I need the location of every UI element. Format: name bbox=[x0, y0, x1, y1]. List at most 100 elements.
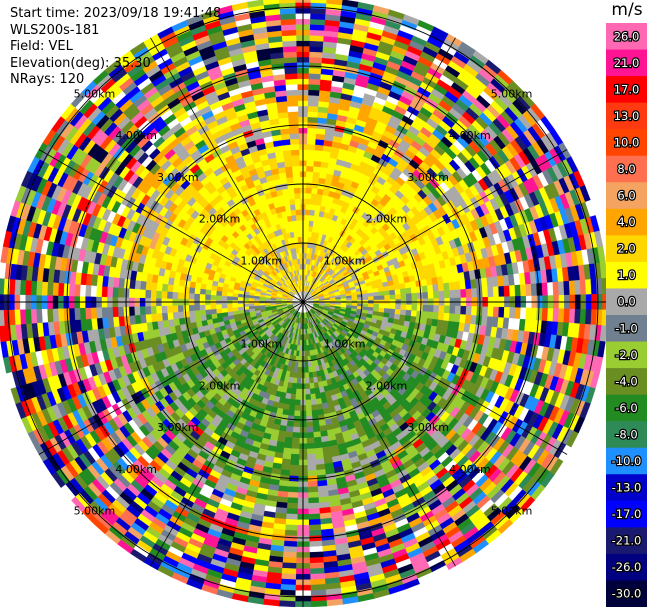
ppi-gate bbox=[574, 308, 581, 325]
ppi-gate bbox=[314, 392, 322, 400]
ppi-gate bbox=[399, 288, 407, 295]
ppi-gate bbox=[454, 305, 462, 315]
ppi-gate bbox=[552, 308, 560, 323]
ppi-gate bbox=[498, 306, 505, 319]
ppi-gate bbox=[284, 431, 293, 438]
ppi-gate bbox=[310, 193, 318, 200]
ppi-gate bbox=[460, 305, 467, 316]
ppi-gate bbox=[590, 278, 598, 295]
ppi-gate bbox=[309, 556, 324, 564]
ppi-gate bbox=[286, 502, 298, 510]
ppi-gate bbox=[285, 513, 298, 521]
ppi-gate bbox=[287, 415, 295, 422]
ppi-gate bbox=[378, 291, 385, 297]
ppi-gate bbox=[310, 18, 326, 26]
ppi-gate bbox=[304, 214, 311, 221]
ppi-gate bbox=[313, 436, 322, 444]
ppi-gate bbox=[309, 573, 326, 580]
ppi-gate bbox=[284, 436, 293, 444]
ppi-gate bbox=[326, 0, 343, 6]
ppi-gate bbox=[519, 307, 527, 320]
ppi-gate bbox=[282, 551, 297, 559]
ppi-gate bbox=[306, 442, 315, 450]
ppi-gate bbox=[530, 283, 538, 297]
ppi-gate bbox=[563, 280, 571, 296]
ppi-gate bbox=[292, 421, 301, 428]
ppi-gate bbox=[378, 303, 385, 309]
ppi-gate bbox=[306, 448, 316, 455]
ppi-gate bbox=[289, 393, 296, 400]
ppi-gate bbox=[287, 486, 299, 493]
ppi-gate bbox=[221, 307, 228, 313]
ppi-gate bbox=[311, 415, 319, 422]
ppi-gate bbox=[411, 304, 418, 312]
ppi-gate bbox=[313, 442, 323, 449]
ppi-gate bbox=[281, 562, 297, 570]
ppi-gate bbox=[389, 304, 396, 310]
ppi-gate bbox=[308, 518, 321, 526]
ppi-gate bbox=[308, 83, 321, 91]
ppi-gate bbox=[305, 209, 311, 216]
ppi-gate bbox=[304, 220, 310, 227]
ppi-gate bbox=[310, 7, 327, 15]
ppi-gate bbox=[313, 160, 322, 168]
ppi-gate bbox=[552, 281, 560, 296]
ppi-gate bbox=[394, 309, 401, 316]
ppi-gate bbox=[264, 302, 271, 306]
ppi-gate bbox=[471, 306, 478, 316]
ppi-gate bbox=[283, 546, 297, 553]
ppi-gate bbox=[487, 306, 494, 318]
ppi-gate bbox=[395, 294, 402, 300]
ppi-gate bbox=[226, 303, 233, 309]
ppi-gate bbox=[309, 567, 325, 575]
ppi-gate bbox=[388, 284, 396, 291]
ppi-gate bbox=[150, 313, 158, 323]
ppi-gate bbox=[210, 313, 218, 320]
ppi-gate bbox=[310, 404, 318, 411]
ppi-gate bbox=[292, 432, 300, 439]
ppi-gate bbox=[286, 508, 298, 515]
ppi-gate bbox=[290, 388, 297, 395]
ppi-gate bbox=[294, 404, 301, 412]
ppi-gate bbox=[306, 426, 314, 433]
ppi-gate bbox=[172, 311, 180, 320]
ppi-gate bbox=[308, 535, 323, 542]
ppi-gate bbox=[310, 398, 317, 406]
ppi-gate bbox=[557, 281, 565, 296]
ppi-gate bbox=[547, 308, 554, 322]
ppi-gate bbox=[307, 132, 317, 140]
ppi-gate bbox=[471, 288, 478, 298]
ppi-gate bbox=[416, 292, 424, 300]
ppi-gate bbox=[281, 567, 297, 575]
ppi-gate bbox=[426, 284, 434, 293]
ppi-gate bbox=[422, 291, 429, 300]
ppi-gate bbox=[310, 13, 326, 20]
ppi-gate bbox=[448, 281, 456, 291]
ppi-gate bbox=[308, 502, 320, 510]
ppi-gate bbox=[278, 600, 296, 607]
ppi-gate bbox=[295, 383, 302, 390]
ppi-gate bbox=[293, 410, 301, 417]
ppi-gate bbox=[395, 304, 402, 310]
ppi-gate bbox=[443, 312, 450, 322]
ppi-gate bbox=[310, 578, 326, 586]
ppi-gate bbox=[411, 292, 418, 300]
ppi-gate bbox=[280, 584, 296, 591]
ppi-gate bbox=[285, 518, 298, 526]
ppi-gate bbox=[231, 303, 239, 308]
ppi-gate bbox=[309, 34, 325, 42]
ppi-gate bbox=[416, 304, 424, 312]
ppi-gate bbox=[416, 310, 423, 318]
ppi-gate bbox=[481, 306, 489, 317]
ppi-gate bbox=[312, 176, 320, 184]
ppi-gate bbox=[237, 303, 244, 308]
ppi-gate bbox=[492, 286, 500, 298]
ppi-gate bbox=[306, 432, 314, 439]
ppi-gate bbox=[305, 399, 312, 406]
ppi-gate bbox=[525, 307, 532, 321]
ppi-gate bbox=[312, 420, 320, 428]
ppi-gate bbox=[309, 546, 323, 553]
ppi-gate bbox=[307, 486, 319, 493]
ppi-gate bbox=[427, 305, 434, 313]
ppi-gate bbox=[308, 524, 322, 531]
